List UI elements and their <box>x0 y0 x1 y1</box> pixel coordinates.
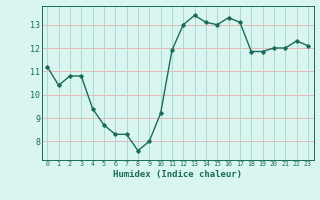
X-axis label: Humidex (Indice chaleur): Humidex (Indice chaleur) <box>113 170 242 179</box>
